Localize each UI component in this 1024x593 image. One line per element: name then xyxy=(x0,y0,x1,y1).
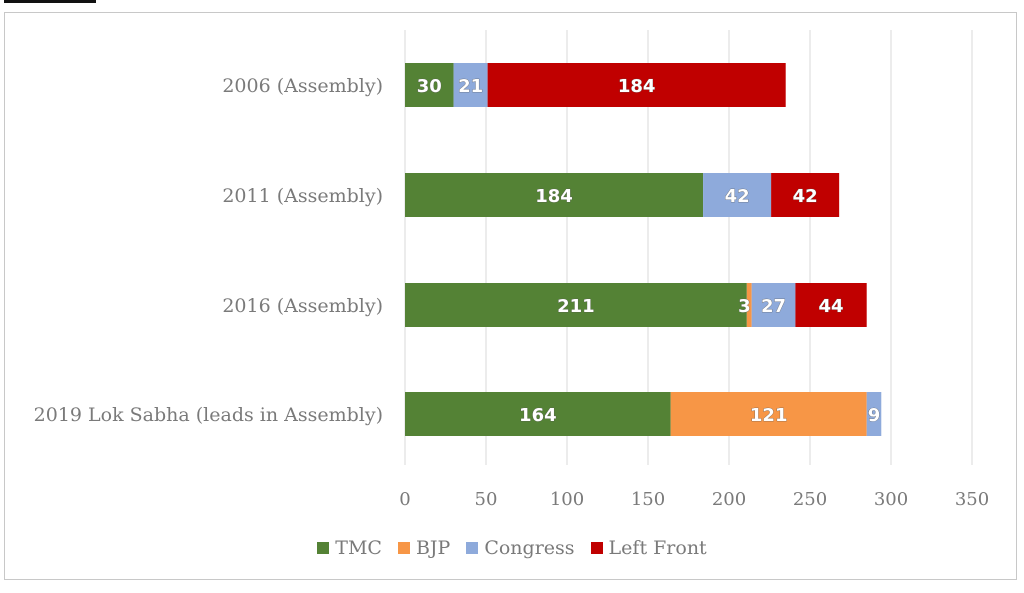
bar-segment-tmc xyxy=(405,63,454,107)
data-label-left-front: 42 xyxy=(793,186,818,207)
x-axis-ticks: 0 50 100 150 200 250 300 350 xyxy=(399,489,989,510)
caption-rule xyxy=(4,0,96,3)
bar-segment-bjp xyxy=(746,283,752,327)
bar-segment-left-front xyxy=(795,283,867,327)
category-label: 2011 (Assembly) xyxy=(222,185,383,207)
x-tick-label: 250 xyxy=(793,489,827,510)
legend-swatch-tmc xyxy=(317,542,330,554)
legend-swatch-bjp xyxy=(397,542,410,554)
data-label-congress: 21 xyxy=(458,76,483,97)
bar-segment-tmc xyxy=(405,173,704,217)
bar-segment-congress xyxy=(703,173,772,217)
category-label: 2019 Lok Sabha (leads in Assembly) xyxy=(34,404,383,426)
caption-strip xyxy=(0,0,1024,8)
legend: TMC BJP Congress Left Front xyxy=(0,537,1024,559)
data-label-bjp: 3 xyxy=(738,296,751,317)
category-label: 2006 (Assembly) xyxy=(222,75,383,97)
data-label-left-front: 184 xyxy=(618,76,656,97)
x-tick-label: 350 xyxy=(955,489,989,510)
category-labels: 2006 (Assembly) 2011 (Assembly) 2016 (Asse… xyxy=(34,75,383,426)
x-tick-label: 150 xyxy=(631,489,665,510)
bar-segment-congress xyxy=(866,392,882,436)
x-tick-label: 50 xyxy=(475,489,498,510)
x-tick-label: 0 xyxy=(399,489,410,510)
bar-segment-congress xyxy=(453,63,488,107)
data-label-left-front: 44 xyxy=(819,296,844,317)
data-label-bjp: 121 xyxy=(750,405,788,426)
data-label-congress: 27 xyxy=(761,296,786,317)
data-label-congress: 42 xyxy=(725,186,750,207)
x-tick-label: 200 xyxy=(712,489,746,510)
legend-label: Left Front xyxy=(608,537,707,559)
legend-item-left-front: Left Front xyxy=(590,537,707,559)
category-label: 2016 (Assembly) xyxy=(222,295,383,317)
legend-swatch-congress xyxy=(466,542,479,554)
legend-label: TMC xyxy=(335,537,382,559)
bar-segment-bjp xyxy=(670,392,867,436)
bar-segment-tmc xyxy=(405,283,747,327)
legend-swatch-left-front xyxy=(590,542,603,554)
legend-item-tmc: TMC xyxy=(317,537,382,559)
bar-segment-left-front xyxy=(487,63,786,107)
bar-segment-left-front xyxy=(771,173,840,217)
bar-segment-congress xyxy=(751,283,796,327)
legend-item-congress: Congress xyxy=(466,537,575,559)
data-label-tmc: 184 xyxy=(535,186,573,207)
data-label-tmc: 30 xyxy=(417,76,442,97)
legend-label: Congress xyxy=(484,537,575,559)
legend-item-bjp: BJP xyxy=(397,537,451,559)
x-tick-label: 300 xyxy=(874,489,908,510)
bars xyxy=(405,63,882,436)
data-label-tmc: 164 xyxy=(519,405,557,426)
bar-segment-tmc xyxy=(405,392,671,436)
legend-label: BJP xyxy=(415,537,451,559)
data-label-congress: 9 xyxy=(868,405,881,426)
bar-labels: 30 21 184 184 42 42 211 3 27 44 164 121 9 xyxy=(416,76,881,427)
x-tick-label: 100 xyxy=(550,489,584,510)
data-label-tmc: 211 xyxy=(557,296,595,317)
